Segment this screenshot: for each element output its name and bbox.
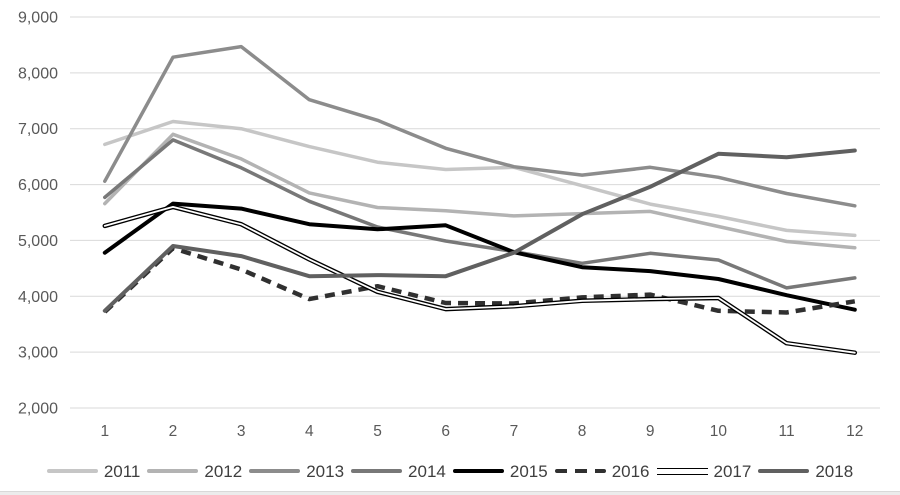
x-tick-label: 8	[578, 423, 587, 440]
series-line-2012	[103, 132, 857, 250]
series-line-2013	[103, 44, 857, 208]
y-tick-label: 9,000	[18, 10, 58, 27]
y-tick-label: 6,000	[18, 177, 58, 194]
legend-item-2012: 2012	[147, 463, 242, 480]
y-tick-label: 4,000	[18, 289, 58, 306]
legend-item-2011: 2011	[46, 461, 141, 481]
y-tick-label: 5,000	[18, 233, 58, 250]
bottom-divider	[0, 491, 900, 495]
legend-label: 2013	[306, 461, 345, 481]
x-tick-label: 3	[237, 423, 246, 440]
x-tick-label: 11	[779, 423, 795, 440]
x-tick-label: 6	[441, 423, 450, 440]
x-tick-label: 5	[373, 423, 382, 440]
legend-swatch-2016	[554, 469, 606, 473]
y-tick-label: 8,000	[18, 65, 58, 82]
series-line-2011	[103, 119, 857, 238]
x-tick-label: 10	[710, 423, 728, 440]
series-line-2016	[103, 245, 856, 315]
legend-label: 2014	[408, 461, 446, 481]
series-line-2014	[103, 138, 857, 290]
plot-area: 9,000 8,000 7,000 6,000 5,000 4,000 3,000 2,000…	[18, 10, 880, 440]
series-line-2015	[102, 201, 857, 312]
y-tick-label: 7,000	[18, 121, 58, 138]
x-tick-label: 1	[100, 423, 109, 440]
series-line-inner-2017	[103, 205, 856, 354]
legend-label: 2011	[103, 461, 141, 481]
legend-item-2016: 2016	[554, 461, 650, 481]
legend-item-2014: 2014	[351, 463, 446, 480]
series-line-2017	[102, 204, 858, 355]
legend-swatch-2015	[452, 469, 504, 473]
legend-item-2013: 2013	[249, 463, 344, 480]
y-tick-label: 3,000	[18, 345, 58, 362]
legend-swatch-2017	[656, 467, 708, 475]
legend: 2011 2012 2013 2014 2015 2016 2017 2018	[0, 455, 900, 487]
x-tick-label: 9	[646, 423, 655, 440]
legend-swatch-2018	[758, 469, 810, 473]
legend-label: 2017	[713, 461, 752, 481]
legend-label: 2015	[509, 461, 548, 481]
x-tick-label: 12	[846, 423, 863, 440]
series-line-2018	[102, 148, 857, 313]
legend-item-2018: 2018	[758, 463, 853, 480]
legend-label: 2012	[204, 461, 243, 481]
legend-swatch-2014	[351, 469, 403, 473]
legend-item-2017: 2017	[656, 461, 752, 481]
legend-label: 2018	[815, 461, 854, 481]
legend-label: 2016	[611, 461, 650, 481]
legend-swatch-2013	[249, 469, 301, 473]
legend-swatch-2012	[147, 469, 199, 473]
x-tick-label: 4	[305, 423, 314, 440]
x-tick-label: 7	[510, 423, 519, 440]
y-tick-label: 2,000	[18, 401, 58, 418]
legend-swatch-2011	[46, 469, 98, 473]
legend-item-2015: 2015	[452, 461, 548, 481]
x-tick-label: 2	[169, 423, 178, 440]
